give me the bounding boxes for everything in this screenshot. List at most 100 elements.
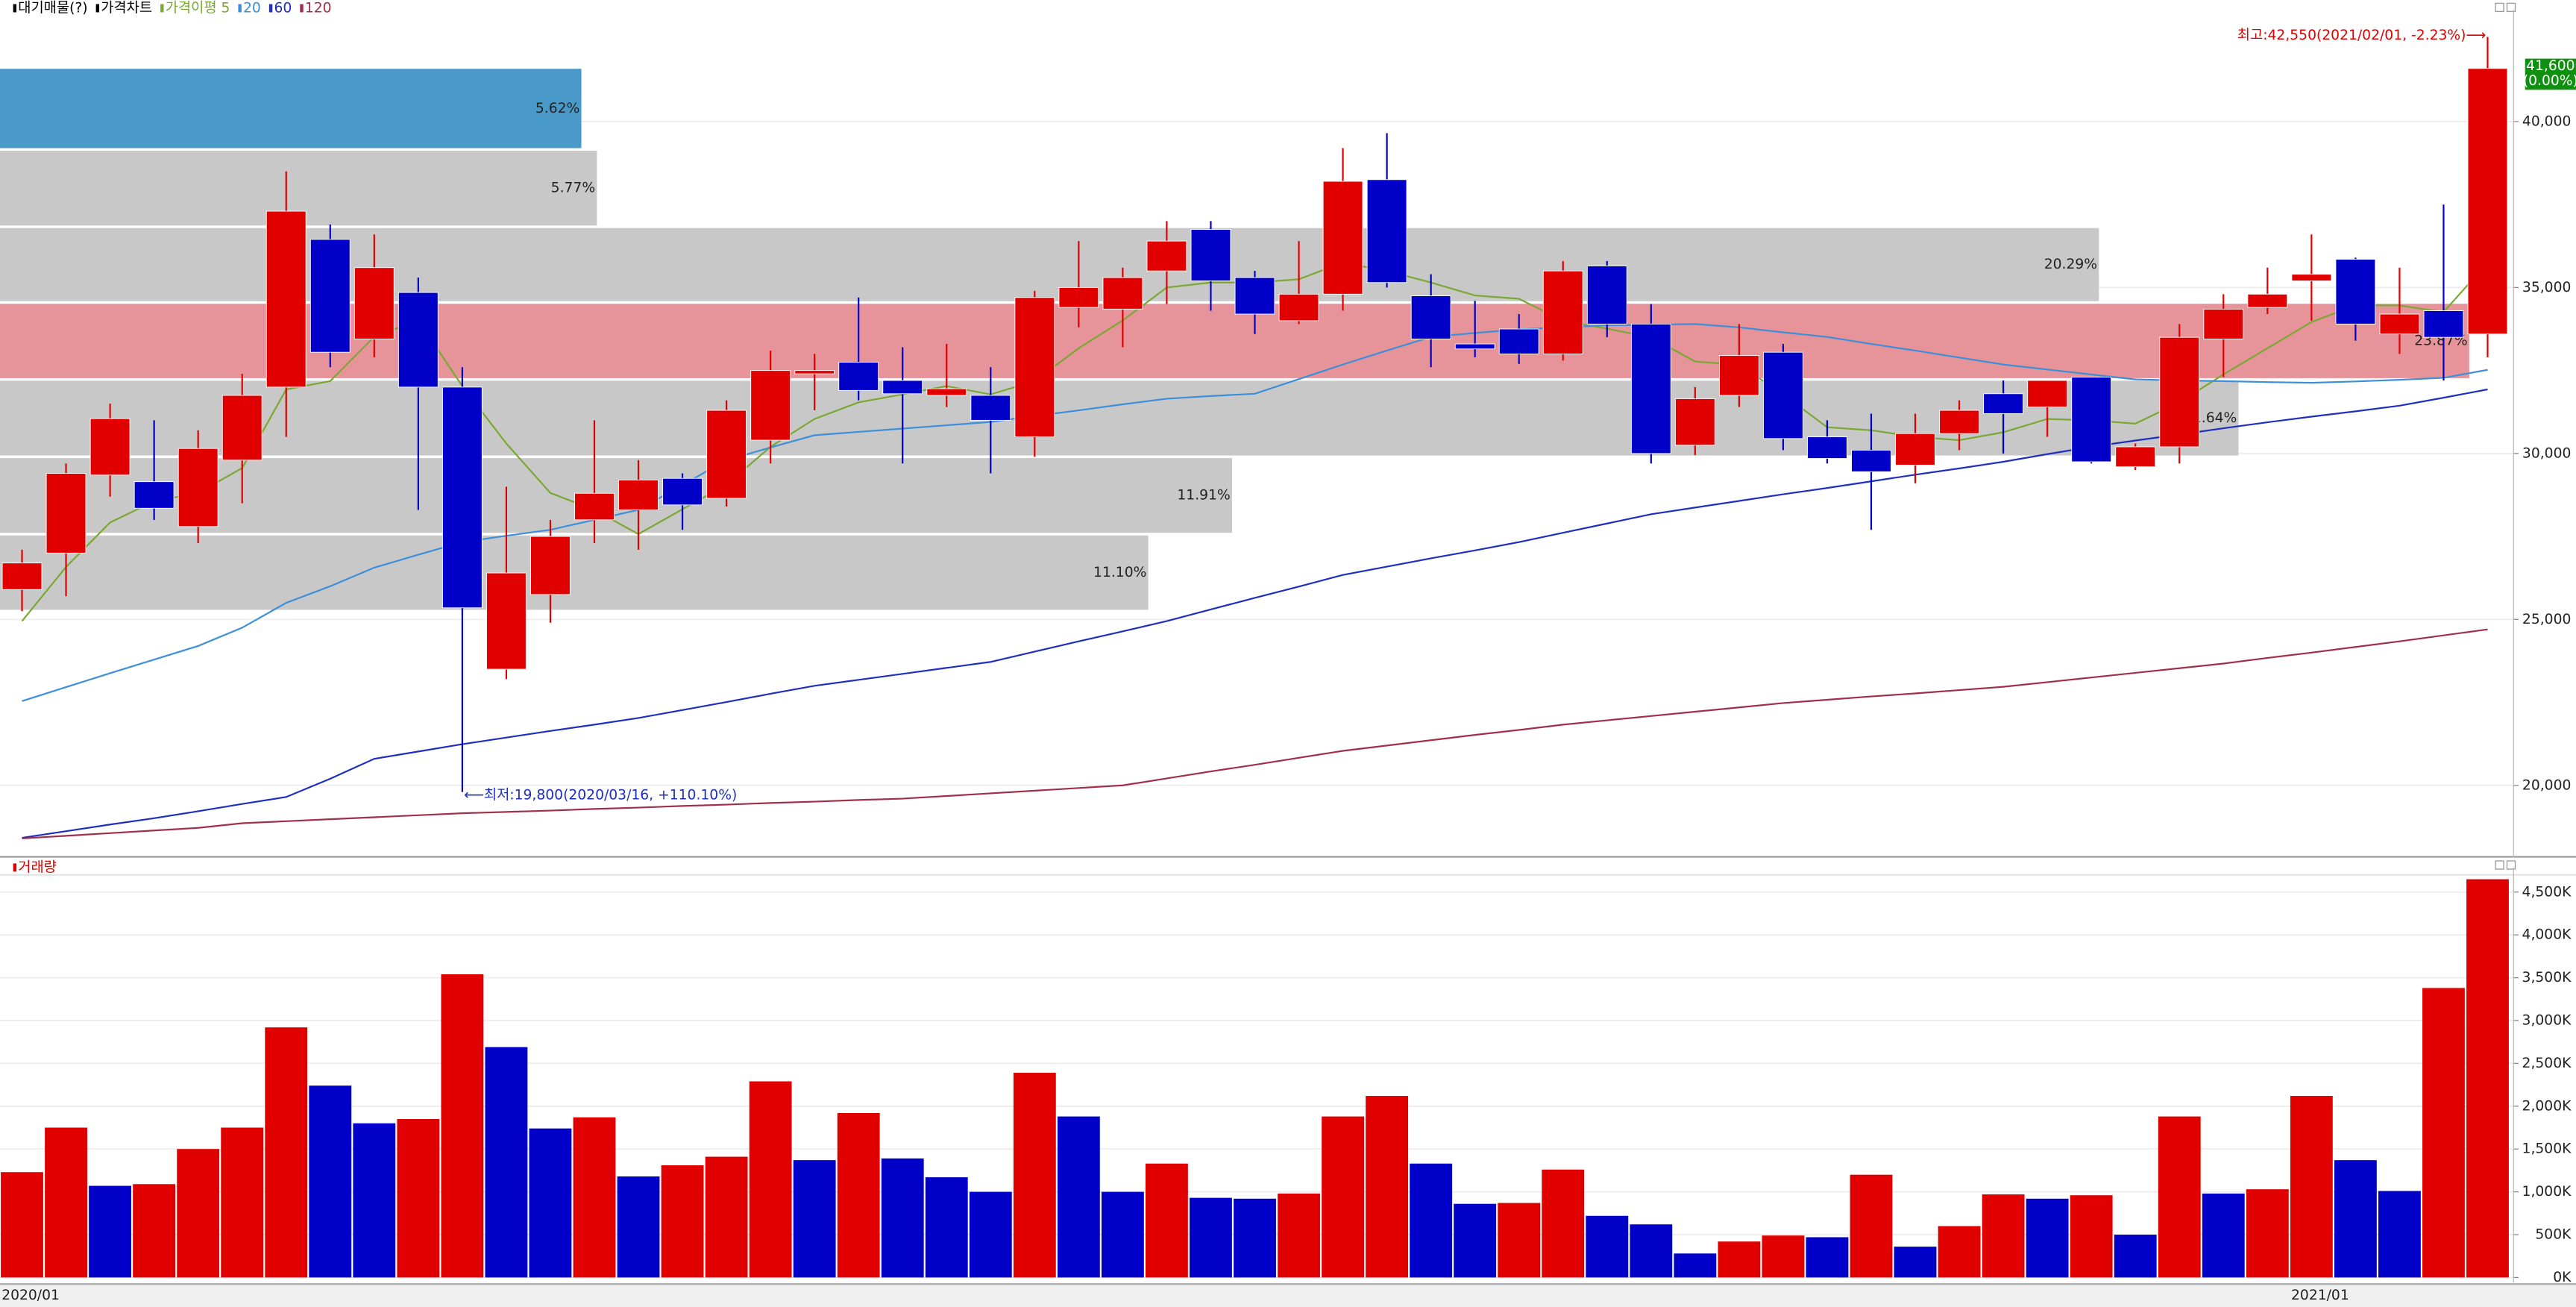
candle-body [1058,286,1099,308]
candle-body [794,370,835,374]
volume-bar [925,1177,968,1278]
volume-bar [1894,1247,1937,1278]
x-tick-label: 2020/01 [1,1288,60,1303]
volume-bar [529,1128,572,1278]
panel-icon[interactable] [2495,2,2504,13]
low-annotation: ⟵최저:19,800(2020/03/16, +110.10%) [464,788,737,803]
candle-body [750,370,791,441]
legend-swatch [160,4,164,13]
legend-swatch [13,863,17,872]
volume-profile-bar [0,69,582,148]
candle-body [838,362,879,391]
volume-bar [1850,1174,1893,1278]
candle-body [1763,351,1803,439]
volume-bar [397,1119,440,1278]
high-annotation: 최고:42,550(2021/02/01, -2.23%)⟶ [2237,28,2486,43]
volume-profile-label: 11.91% [1177,488,1230,504]
volume-bar [1234,1198,1276,1278]
volume-bar [1146,1163,1188,1278]
y-tick-label: 4,500K [2522,884,2572,900]
legend-swatch [268,4,273,13]
volume-bar [2378,1191,2421,1278]
volume-bar [1013,1073,1056,1278]
volume-bar [1366,1096,1409,1278]
volume-bar [2158,1116,2201,1278]
volume-bar [485,1047,528,1278]
candle-body [2423,310,2464,338]
y-tick-label: 2,000K [2522,1098,2572,1114]
volume-bar [1,1172,43,1278]
legend-label: 거래량 [18,859,57,875]
volume-bar [1982,1194,2025,1278]
candle-body [1851,449,1891,472]
volume-bar [1410,1163,1453,1278]
volume-bar [441,974,484,1278]
volume-bar [1762,1235,1805,1278]
volume-bar [1454,1203,1497,1278]
y-tick-label: 1,000K [2522,1184,2572,1200]
legend-label: 20 [243,1,261,16]
volume-bar [1586,1215,1629,1278]
volume-bar [1630,1224,1673,1278]
candle-body [2159,336,2200,448]
panel-icon[interactable] [2495,860,2504,870]
panel-icon[interactable] [2506,2,2516,13]
volume-bar [617,1176,660,1278]
volume-bar [1101,1191,1144,1278]
volume-bar [661,1165,704,1278]
candle-body [1983,393,2023,414]
volume-profile-label: 5.62% [535,101,579,116]
volume-bar [353,1123,396,1278]
candle-body [1895,433,1935,466]
volume-bar [1938,1226,1981,1278]
volume-bar [2202,1193,2245,1278]
volume-bar [1674,1253,1717,1278]
legend-swatch [95,4,100,13]
volume-bar [45,1127,87,1278]
x-tick-label: 2021/01 [2291,1288,2349,1303]
moving-average-line [22,628,2488,840]
volume-bar [2466,879,2509,1278]
y-tick-label: 30,000 [2522,445,2571,461]
volume-bar [969,1191,1012,1278]
volume-bar [1190,1197,1232,1278]
candle-body [530,536,571,595]
volume-bar [2026,1198,2069,1278]
last-price-change: (0.00%) [2523,73,2576,89]
y-tick-label: 500K [2535,1227,2572,1243]
candle-body [178,448,219,527]
volume-bar [2070,1195,2113,1278]
candle-body [970,395,1011,421]
volume-bar [133,1184,176,1278]
candle-body [618,480,659,510]
panel-icon[interactable] [2506,860,2516,870]
y-tick-label: 25,000 [2522,612,2571,627]
volume-bar [1278,1193,1320,1278]
volume-bar [2334,1160,2377,1278]
volume-profile-bar [0,380,2239,456]
y-tick-label: 35,000 [2522,280,2571,295]
legend-label: 120 [305,1,332,16]
candle-body [1278,293,1319,322]
candle-body [2335,259,2376,325]
candle-body [2379,313,2420,335]
legend-swatch [13,4,17,13]
moving-average-line [22,323,2488,702]
candle-body [1630,323,1671,454]
y-tick-label: 0K [2553,1270,2572,1285]
volume-bar [1806,1237,1849,1278]
candle-body [2071,377,2112,463]
candle-body [1014,297,1055,438]
y-tick-label: 4,000K [2522,927,2572,943]
volume-bar [265,1027,308,1278]
volume-profile-label: 5.77% [551,181,595,196]
candle-body [1234,277,1275,315]
candle-body [310,239,351,353]
candle-body [398,292,439,388]
volume-bar [1498,1203,1541,1278]
candle-body [442,386,483,609]
legend-swatch [238,4,242,13]
candle-body [1719,355,1759,396]
candle-body [354,267,395,339]
legend-label: 가격이평 5 [166,1,230,16]
